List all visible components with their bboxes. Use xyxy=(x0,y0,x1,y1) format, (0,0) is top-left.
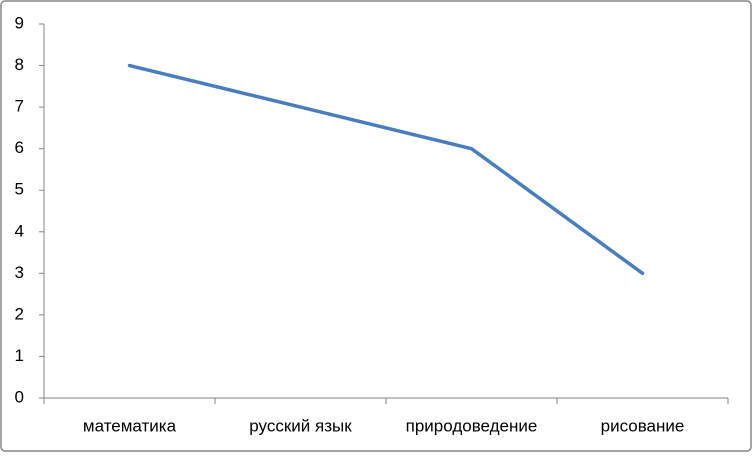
x-tick-label: природоведение xyxy=(406,416,538,435)
y-tick-label: 0 xyxy=(15,387,24,406)
y-tick-label: 7 xyxy=(15,97,24,116)
line-series xyxy=(127,63,645,276)
y-tick-label: 2 xyxy=(15,304,24,323)
x-tick-label: рисование xyxy=(601,416,685,435)
y-tick-label: 9 xyxy=(15,13,24,32)
y-tick-label: 5 xyxy=(15,180,24,199)
y-tick-label: 1 xyxy=(15,346,24,365)
y-tick-label: 4 xyxy=(15,221,24,240)
x-tick-label: русский язык xyxy=(249,416,352,435)
y-tick-label: 6 xyxy=(15,138,24,157)
y-tick-label: 3 xyxy=(15,263,24,282)
y-tick-label: 8 xyxy=(15,55,24,74)
x-tick-label: математика xyxy=(83,416,177,435)
